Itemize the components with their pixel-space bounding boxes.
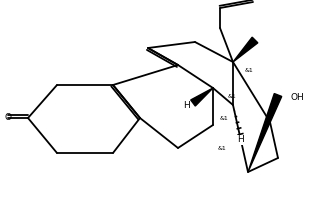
Polygon shape [191, 88, 213, 106]
Text: OH: OH [291, 92, 305, 102]
Text: O: O [5, 114, 12, 122]
Polygon shape [233, 37, 258, 62]
Text: &1: &1 [220, 115, 229, 121]
Polygon shape [248, 94, 282, 172]
Text: &1: &1 [218, 145, 227, 151]
Text: &1: &1 [245, 68, 254, 72]
Text: &1: &1 [228, 94, 237, 98]
Text: H: H [237, 135, 243, 144]
Text: H: H [182, 101, 189, 109]
